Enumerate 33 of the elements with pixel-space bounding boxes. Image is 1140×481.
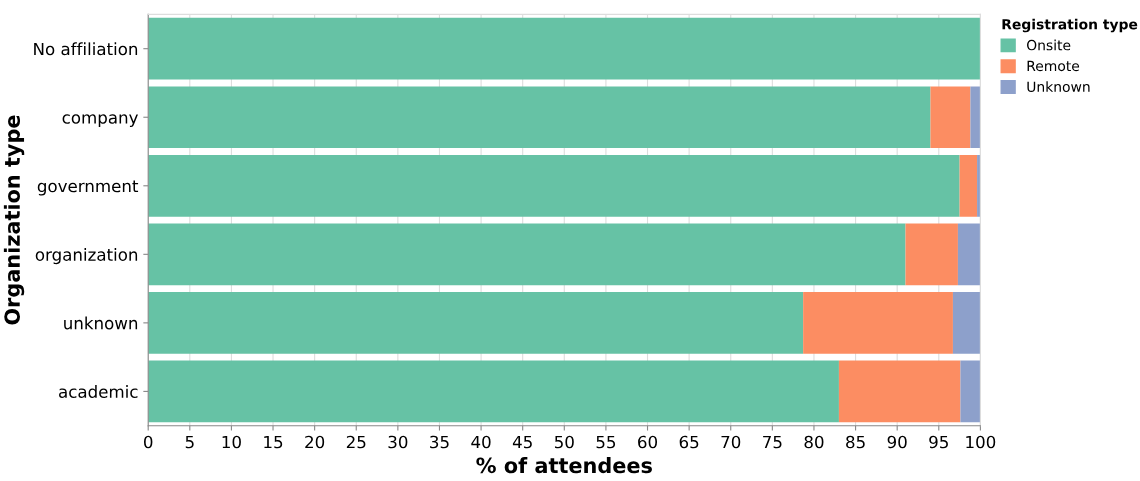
y-tick-label: No affiliation xyxy=(34,42,138,56)
x-tick-label: 90 xyxy=(887,435,907,449)
x-tick-label: 65 xyxy=(679,435,699,449)
y-tick-label: company xyxy=(62,114,138,128)
y-axis-title: Organization type xyxy=(3,115,25,325)
legend-label: Onsite xyxy=(1027,39,1071,51)
legend-title: Registration type xyxy=(1002,18,1138,33)
x-tick-label: 60 xyxy=(638,435,658,449)
x-tick-label: 25 xyxy=(346,435,366,449)
x-tick-label: 40 xyxy=(471,435,491,449)
legend-label: Remote xyxy=(1027,60,1080,72)
x-tick-label: 75 xyxy=(763,435,782,449)
x-tick-label: 5 xyxy=(185,435,194,449)
legend-label: Unknown xyxy=(1027,81,1090,92)
x-tick-label: 35 xyxy=(430,435,449,449)
x-axis-title: % of attendees xyxy=(476,457,652,474)
x-tick-label: 95 xyxy=(929,435,948,449)
x-tick-label: 45 xyxy=(512,435,532,449)
x-tick-label: 55 xyxy=(596,435,616,449)
x-tick-label: 10 xyxy=(222,435,241,449)
y-tick-label: organization xyxy=(35,248,138,265)
x-tick-label: 50 xyxy=(554,435,574,449)
x-tick-label: 20 xyxy=(305,435,325,449)
y-tick-label: academic xyxy=(59,385,138,398)
x-tick-label: 15 xyxy=(264,435,283,449)
x-tick-label: 80 xyxy=(804,435,824,449)
y-tick-label: government xyxy=(37,180,139,196)
x-tick-label: 85 xyxy=(846,435,865,449)
x-tick-label: 0 xyxy=(144,435,153,449)
x-tick-label: 70 xyxy=(721,435,741,449)
y-tick-label: unknown xyxy=(64,316,138,330)
x-tick-label: 100 xyxy=(966,435,996,449)
x-tick-label: 30 xyxy=(388,435,408,449)
